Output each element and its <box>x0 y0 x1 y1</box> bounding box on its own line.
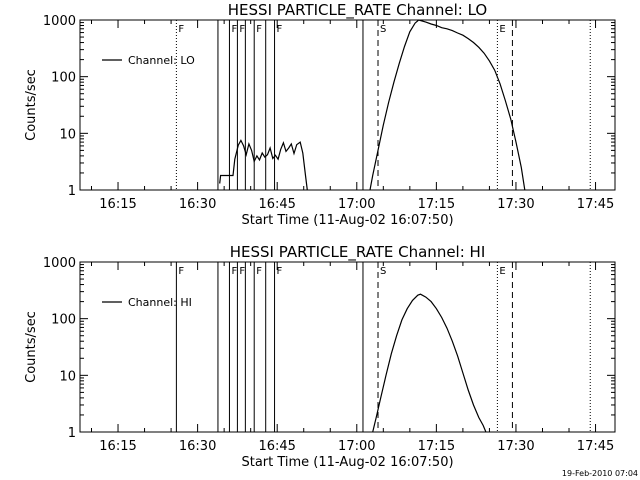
plot-frame <box>79 261 616 433</box>
event-marker-label: F <box>277 24 283 35</box>
x-axis-label: Start Time (11-Aug-02 16:07:50) <box>241 455 453 470</box>
chart-title: HESSI PARTICLE_RATE Channel: HI <box>230 243 486 262</box>
y-tick-label: 1000 <box>43 256 76 271</box>
x-tick-label: 17:45 <box>577 197 614 212</box>
event-marker-label: F <box>231 266 237 277</box>
event-marker-label: F <box>231 24 237 35</box>
x-tick-label: 17:00 <box>338 439 375 454</box>
x-tick-label: 16:30 <box>179 197 216 212</box>
x-tick-label: 17:15 <box>418 197 455 212</box>
x-tick-label: 17:15 <box>418 439 455 454</box>
x-tick-label: 17:30 <box>497 197 534 212</box>
plot-frame <box>79 19 616 191</box>
y-tick-label: 1 <box>68 426 76 441</box>
y-tick-label: 100 <box>51 71 76 86</box>
series-line <box>219 139 308 191</box>
event-marker-label: F <box>256 24 262 35</box>
y-tick-label: 10 <box>59 369 76 384</box>
y-axis-label: Counts/sec <box>24 69 39 141</box>
y-tick-label: 1 <box>68 184 76 199</box>
y-axis-label: Counts/sec <box>24 311 39 383</box>
timestamp: 19-Feb-2010 07:04 <box>562 469 638 478</box>
chart-title: HESSI PARTICLE_RATE Channel: LO <box>228 1 487 20</box>
x-axis-label: Start Time (11-Aug-02 16:07:50) <box>241 213 453 228</box>
event-marker-label: F <box>256 266 262 277</box>
panel-lo: HESSI PARTICLE_RATE Channel: LO Counts/se… <box>24 1 616 228</box>
event-marker-label: F <box>178 24 184 35</box>
event-marker-label: E <box>499 24 505 35</box>
legend-label: Channel: LO <box>128 54 195 67</box>
x-tick-label: 16:15 <box>99 439 136 454</box>
event-marker-label: E <box>499 266 505 277</box>
series-line <box>372 293 487 433</box>
event-marker-label: F <box>239 24 245 35</box>
panel-hi: HESSI PARTICLE_RATE Channel: HI Counts/se… <box>24 243 616 470</box>
event-marker-label: S <box>380 266 386 277</box>
event-marker-label: F <box>178 266 184 277</box>
event-marker-label: F <box>239 266 245 277</box>
x-tick-label: 16:45 <box>258 197 295 212</box>
x-tick-label: 17:30 <box>497 439 534 454</box>
event-marker-label: F <box>277 266 283 277</box>
event-marker-label: S <box>380 24 386 35</box>
x-tick-label: 16:30 <box>179 439 216 454</box>
legend-label: Channel: HI <box>128 296 192 309</box>
x-tick-label: 16:45 <box>258 439 295 454</box>
series-line <box>369 19 526 191</box>
y-tick-label: 100 <box>51 313 76 328</box>
x-tick-label: 16:15 <box>99 197 136 212</box>
y-tick-label: 10 <box>59 127 76 142</box>
y-tick-label: 1000 <box>43 14 76 29</box>
x-tick-label: 17:00 <box>338 197 375 212</box>
x-tick-label: 17:45 <box>577 439 614 454</box>
